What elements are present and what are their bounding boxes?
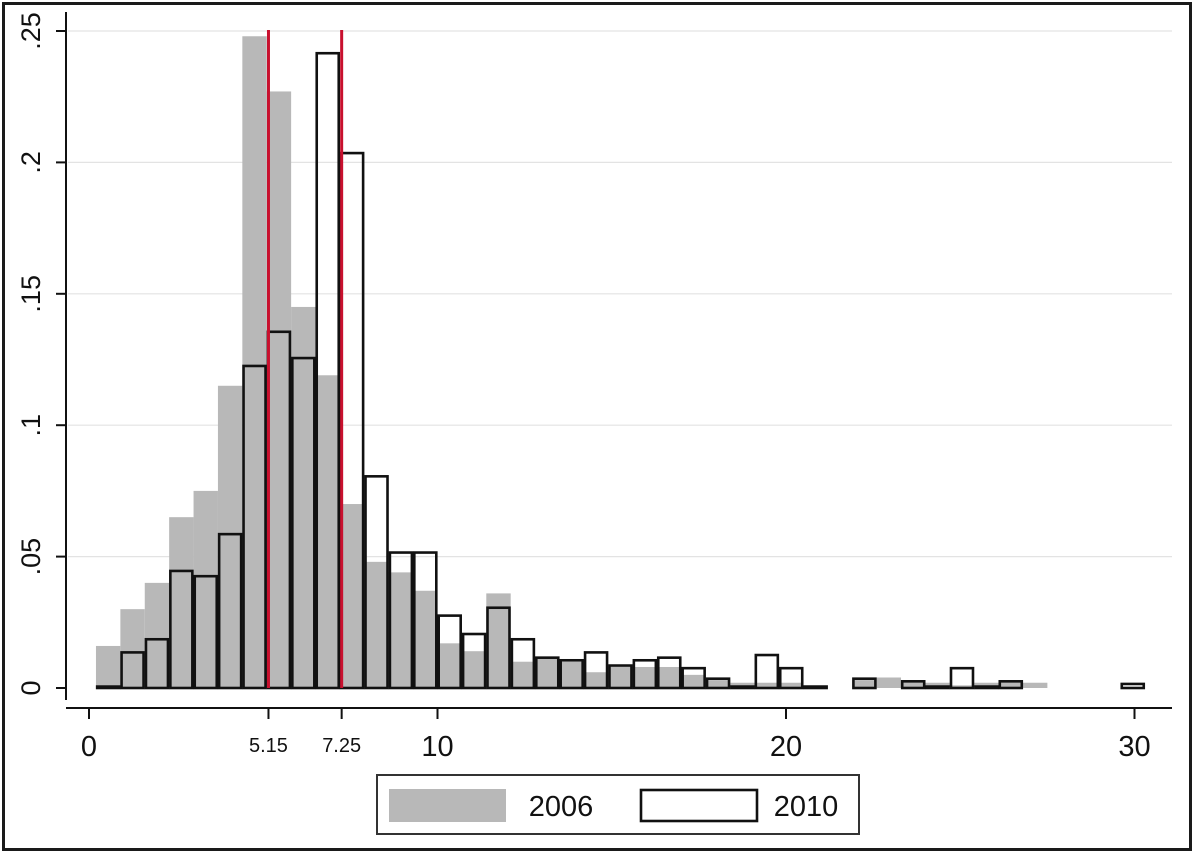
x-tick-label: 10 — [421, 731, 453, 763]
bar-2006 — [901, 680, 926, 688]
bar-2010 — [388, 551, 414, 690]
bar-2006 — [510, 661, 536, 688]
bar-2010 — [705, 677, 731, 690]
bar-2010 — [681, 666, 706, 690]
bar-2010 — [852, 677, 877, 690]
bar-2006 — [266, 91, 292, 689]
bar-2010 — [95, 685, 121, 690]
bar-2006 — [144, 582, 170, 688]
y-tick-label: .15 — [16, 275, 46, 313]
series-2010-bars — [95, 51, 1146, 690]
bar-2010 — [998, 680, 1024, 690]
bar-2006 — [852, 680, 877, 688]
bar-2010 — [900, 680, 926, 690]
bar-2010 — [486, 606, 511, 690]
bar-2006 — [583, 672, 609, 688]
bar-2006 — [559, 661, 584, 688]
bar-2010 — [413, 551, 438, 690]
bar-2010 — [242, 364, 267, 690]
y-tick-label: .1 — [16, 414, 46, 437]
bar-2006 — [657, 666, 682, 688]
bar-2006 — [193, 490, 218, 688]
bar-2010 — [534, 656, 560, 690]
bar-2010 — [217, 532, 243, 690]
bar-2010 — [315, 51, 341, 690]
bar-2006 — [779, 682, 804, 688]
bar-2006 — [95, 645, 121, 688]
y-tick-label: .2 — [16, 151, 46, 174]
bar-2010 — [656, 656, 682, 690]
x-tick-label: 0 — [81, 731, 97, 763]
bar-2010 — [291, 356, 316, 690]
legend-swatch-2006 — [389, 789, 506, 822]
x-tick-label: 20 — [770, 731, 802, 763]
bar-2006 — [315, 375, 340, 688]
bar-2010 — [364, 475, 389, 690]
bar-2010 — [730, 685, 755, 690]
bar-2010 — [193, 574, 219, 690]
bar-2010 — [583, 651, 609, 690]
bar-2006 — [169, 517, 194, 688]
bar-2010 — [461, 632, 487, 690]
y-tick-label: 0 — [16, 680, 46, 695]
bar-2010 — [608, 664, 633, 690]
x-tick-label: 7.25 — [322, 735, 361, 757]
legend: 2006 2010 — [376, 774, 860, 835]
legend-label-2006: 2006 — [529, 791, 594, 823]
bar-2006 — [705, 680, 731, 688]
bar-2010 — [169, 569, 194, 690]
bar-2006 — [1022, 682, 1048, 688]
bar-2006 — [120, 609, 145, 688]
bar-2006 — [681, 674, 706, 688]
bar-2006 — [364, 561, 389, 688]
bar-2006 — [413, 590, 438, 688]
y-tick-label: .25 — [16, 12, 46, 50]
series-2006-bars — [95, 36, 1048, 689]
bar-2006 — [535, 656, 560, 688]
bar-2010 — [974, 685, 999, 690]
bar-2010 — [803, 685, 828, 690]
bar-2006 — [608, 666, 633, 688]
bar-2006 — [339, 504, 365, 688]
bar-2010 — [778, 666, 804, 690]
bar-2010 — [120, 651, 145, 690]
bar-2006 — [949, 685, 975, 688]
bar-2010 — [925, 685, 950, 690]
bar-2010 — [949, 666, 975, 690]
legend-label-2010: 2010 — [774, 791, 839, 823]
axes: 0 .05 .1 .15 .2 .25 0 5.15 7.25 10 20 30 — [16, 12, 1172, 763]
bar-2006 — [242, 36, 267, 689]
legend-swatch-2010 — [639, 788, 759, 823]
bar-2006 — [388, 572, 414, 688]
bar-2006 — [291, 306, 316, 688]
bar-2006 — [632, 666, 658, 688]
bar-2006 — [461, 651, 487, 688]
bar-2010 — [1120, 682, 1146, 690]
y-tick-label: .05 — [16, 538, 46, 576]
bar-2010 — [559, 658, 584, 690]
bar-2010 — [510, 637, 536, 690]
bar-2006 — [754, 682, 780, 688]
x-tick-label: 5.15 — [249, 735, 288, 757]
bar-2010 — [632, 658, 658, 690]
bar-2006 — [437, 643, 462, 688]
bar-2010 — [144, 637, 170, 690]
x-tick-label: 30 — [1118, 731, 1150, 763]
bar-2010 — [437, 614, 462, 690]
bar-2006 — [217, 385, 243, 688]
bar-2006 — [998, 680, 1023, 688]
bar-2006 — [876, 677, 902, 688]
reference-lines — [266, 30, 344, 688]
bar-2006 — [486, 593, 511, 688]
bar-2010 — [754, 653, 780, 690]
